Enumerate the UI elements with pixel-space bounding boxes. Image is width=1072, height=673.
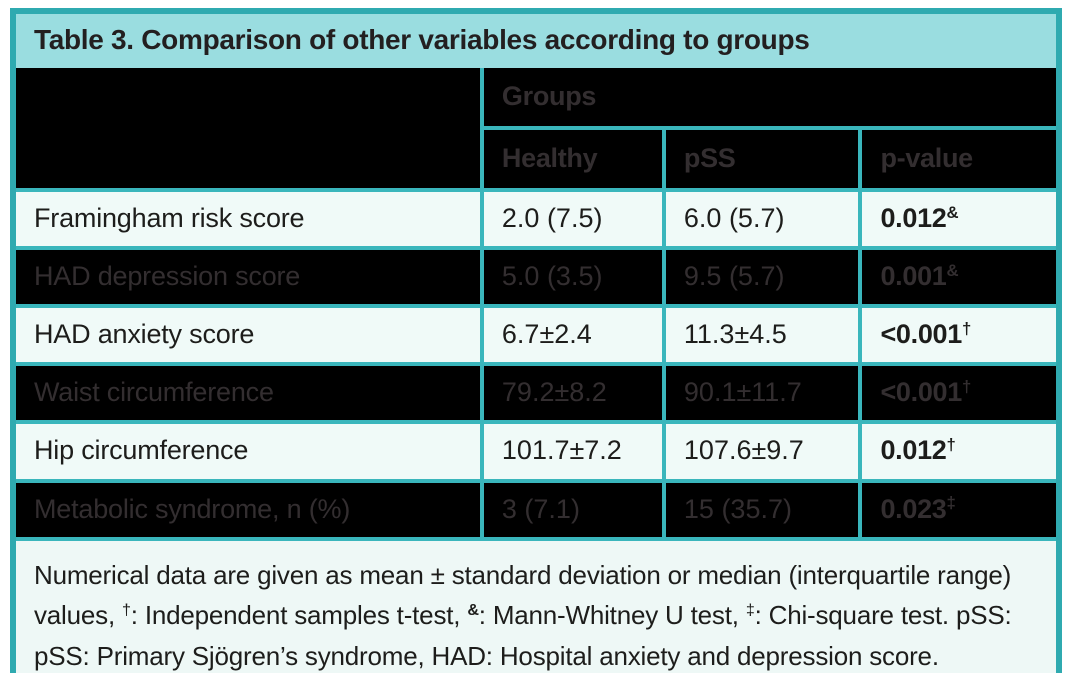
healthy-value-cell: 5.0 (3.5): [479, 246, 666, 309]
row-label-cell: HAD depression score: [14, 246, 484, 309]
column-header-pss: pSS: [661, 126, 863, 193]
header-row-groups: Groups: [14, 66, 1059, 193]
p-value-footnote-marker: †: [946, 435, 956, 455]
p-value: 0.023: [880, 493, 947, 524]
healthy-value-cell: 6.7±2.4: [479, 304, 666, 367]
pss-value-cell: 9.5 (5.7): [661, 246, 863, 309]
table-row: Hip circumference 101.7±7.2 107.6±9.7 0.…: [14, 420, 1058, 483]
p-value: 0.001: [880, 261, 947, 292]
pss-value-cell: 6.0 (5.7): [661, 188, 863, 251]
p-value-cell: 0.012&: [858, 188, 1058, 251]
p-value-footnote-marker: †: [962, 319, 972, 339]
row-label-cell: Framingham risk score: [14, 188, 484, 251]
row-label-cell: HAD anxiety score: [14, 304, 484, 367]
table-header: Groups Healthy pSS p-value: [14, 66, 1059, 193]
header-row-subcolumns: Healthy pSS p-value: [16, 126, 1058, 193]
table-row: Framingham risk score 2.0 (7.5) 6.0 (5.7…: [14, 188, 1058, 251]
p-value-cell: 0.023‡: [858, 478, 1058, 539]
healthy-value-cell: 101.7±7.2: [479, 420, 666, 483]
p-value-cell: 0.001&: [858, 246, 1058, 309]
p-value-footnote-marker: ‡: [946, 493, 956, 513]
p-value-cell: <0.001†: [858, 304, 1058, 367]
row-label-cell: Waist circumference: [14, 362, 484, 425]
row-label-cell: Hip circumference: [14, 420, 484, 483]
p-value-footnote-marker: †: [962, 377, 972, 397]
table-title-bar: Table 3. Comparison of other variables a…: [16, 14, 1056, 69]
healthy-value-cell: 79.2±8.2: [479, 362, 666, 425]
table-row: HAD depression score 5.0 (3.5) 9.5 (5.7)…: [14, 246, 1058, 309]
healthy-value-cell: 2.0 (7.5): [479, 188, 666, 251]
pss-value-cell: 107.6±9.7: [661, 420, 863, 483]
table-body: Framingham risk score 2.0 (7.5) 6.0 (5.7…: [14, 188, 1058, 539]
p-value: 0.012: [880, 435, 947, 466]
p-value-footnote-marker: &: [946, 261, 959, 281]
healthy-value-cell: 3 (7.1): [479, 478, 666, 539]
footnote-text: Numerical data are given as mean ± stand…: [34, 559, 1012, 671]
table-container: Table 3. Comparison of other variables a…: [10, 8, 1062, 673]
p-value: 0.012: [880, 203, 947, 234]
pss-value-cell: 15 (35.7): [661, 478, 863, 539]
column-header-pvalue: p-value: [858, 126, 1058, 193]
header-corner-cell: [14, 66, 484, 193]
pss-value-cell: 90.1±11.7: [661, 362, 863, 425]
table-row: HAD anxiety score 6.7±2.4 11.3±4.5 <0.00…: [14, 304, 1058, 367]
p-value-cell: <0.001†: [858, 362, 1058, 425]
table-row: Metabolic syndrome, n (%) 3 (7.1) 15 (35…: [14, 478, 1058, 539]
p-value-cell: 0.012†: [858, 420, 1058, 483]
row-label-cell: Metabolic syndrome, n (%): [14, 478, 484, 539]
table-row: Waist circumference 79.2±8.2 90.1±11.7 <…: [14, 362, 1058, 425]
footnote: Numerical data are given as mean ± stand…: [16, 536, 1056, 673]
p-value-footnote-marker: &: [946, 203, 959, 223]
column-header-groups: Groups: [479, 66, 1059, 131]
p-value: <0.001: [880, 319, 962, 350]
pss-value-cell: 11.3±4.5: [661, 304, 863, 367]
comparison-table: Groups Healthy pSS p-value Framingham ri…: [14, 66, 1059, 539]
p-value: <0.001: [880, 377, 962, 408]
column-header-healthy: Healthy: [479, 126, 666, 193]
table-title: Table 3. Comparison of other variables a…: [34, 24, 810, 55]
